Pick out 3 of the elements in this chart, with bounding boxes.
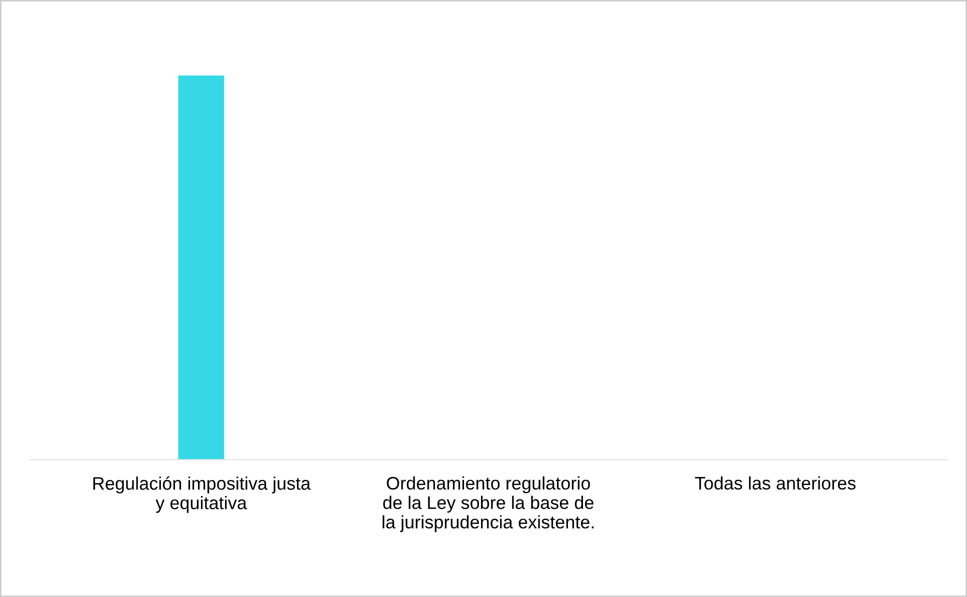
x-tick-label: Ordenamiento regulatorio de la Ley sobre la base de la jurisprudencia existente. — [382, 476, 594, 532]
x-tick-label: Todas las anteriores — [695, 476, 856, 490]
x-tick-label: Regulación impositiva justa y equitativa — [93, 476, 311, 513]
